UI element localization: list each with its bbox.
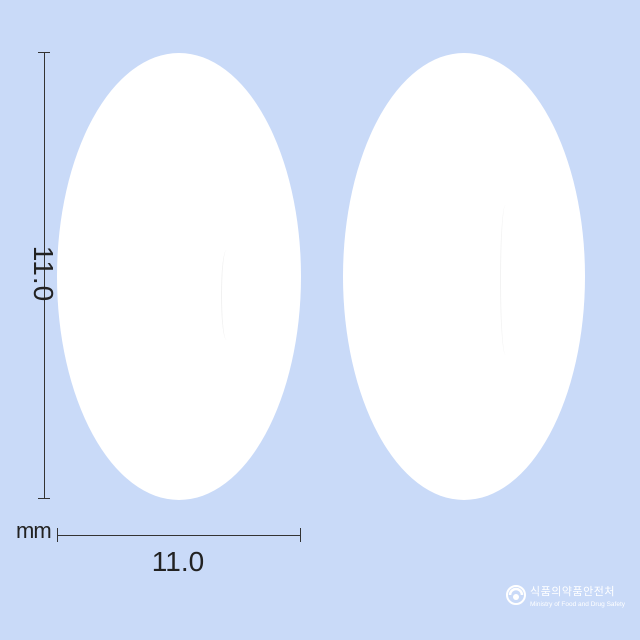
pill-back-view	[343, 53, 585, 500]
height-dimension-label: 11.0	[28, 245, 59, 303]
width-dimension-line	[57, 535, 301, 536]
height-dimension-tick-bottom	[38, 498, 50, 499]
pill-front-marking	[221, 250, 232, 340]
mfds-english-name: Ministry of Food and Drug Safety	[530, 601, 626, 608]
width-dimension-label: 11.0	[151, 546, 205, 577]
mfds-korean-name: 식품의약품안전처	[530, 586, 615, 598]
unit-label: mm	[16, 518, 52, 543]
mfds-watermark: 식품의약품안전처 Ministry of Food and Drug Safet…	[506, 582, 626, 622]
width-dimension-tick-right	[300, 528, 301, 542]
width-dimension-tick-left	[57, 528, 58, 542]
height-dimension-tick-top	[38, 52, 50, 53]
pill-back-marking	[500, 205, 511, 355]
pill-front-view	[57, 53, 301, 500]
height-dimension-line	[44, 52, 45, 498]
mfds-logo-icon	[506, 585, 526, 605]
